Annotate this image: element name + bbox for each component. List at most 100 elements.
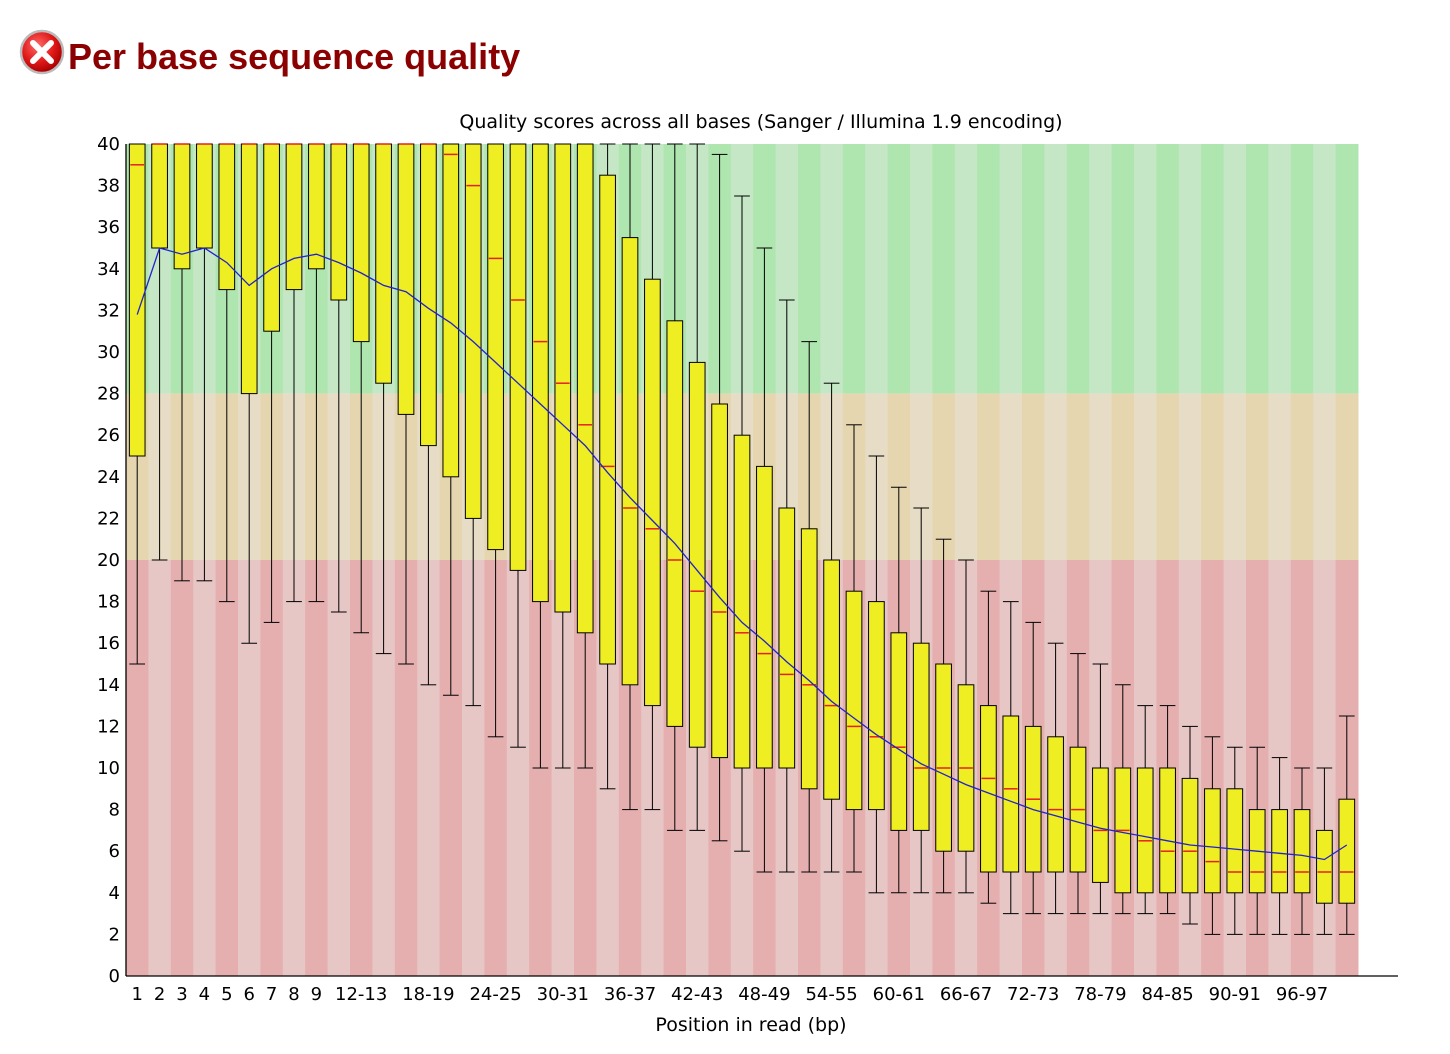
x-tick-label: 8 [288,984,299,1005]
band-poor [193,560,217,976]
box-position-6 [240,143,258,644]
x-tick-label: 42-43 [671,984,723,1005]
band-good [1134,144,1157,394]
box-iqr [733,434,751,769]
box-iqr [935,663,952,852]
band-poor [215,560,239,976]
box-iqr [1136,767,1154,894]
box-position-3 [173,143,191,582]
box-iqr [151,143,168,249]
box-iqr [240,143,258,395]
y-tick-label: 0 [109,966,120,987]
band-warning [910,393,933,560]
box-position-28-29 [532,143,549,769]
box-position-64-65 [935,538,952,894]
box-iqr [800,528,818,790]
y-tick-label: 14 [97,675,120,696]
box-iqr [756,465,773,769]
box-position-86-87 [1181,725,1199,925]
band-good [1290,144,1314,394]
box-iqr [509,143,527,571]
y-tick-label: 10 [97,758,120,779]
band-poor [238,560,261,976]
band-good [1223,144,1247,394]
x-tick-label: 78-79 [1074,984,1126,1005]
band-poor [327,560,351,976]
band-good [932,144,956,394]
band-warning [1022,393,1045,560]
x-tick-label: 7 [266,984,277,1005]
box-iqr [666,320,684,727]
band-good [1268,144,1292,394]
box-position-30-31 [554,143,572,769]
band-warning [1246,393,1269,560]
box-position-46-47 [733,195,751,852]
y-tick-label: 30 [97,342,120,363]
band-warning [932,393,956,560]
box-position-76-77 [1069,653,1087,915]
box-iqr [420,143,437,447]
box-position-5 [218,143,236,603]
x-tick-label: 1 [131,984,142,1005]
box-iqr [1204,788,1221,894]
box-iqr [285,143,303,291]
band-good [1156,144,1180,394]
box-position-9 [308,143,325,603]
box-position-72-73 [1024,621,1042,915]
x-tick-label: 12-13 [335,984,387,1005]
y-tick-label: 38 [97,176,120,197]
band-poor [260,560,284,976]
box-position-7 [263,143,280,623]
band-poor [484,560,508,976]
box-position-100 [1338,715,1356,935]
box-iqr [173,143,191,270]
band-warning [1066,393,1090,560]
y-tick-label: 6 [109,841,120,862]
band-warning [887,393,911,560]
band-good [910,144,933,394]
band-warning [1313,393,1337,560]
band-good [1066,144,1090,394]
band-warning [999,393,1023,560]
mean-line [136,247,1348,861]
box-position-66-67 [957,559,975,894]
box-position-36-37 [621,143,639,811]
box-position-48-49 [756,247,773,873]
y-tick-label: 22 [97,508,120,529]
band-warning [977,393,1001,560]
box-iqr [980,705,997,873]
box-position-62-63 [912,507,930,894]
y-tick-label: 24 [97,467,120,488]
box-position-26-27 [509,143,527,748]
box-position-68-69 [980,590,997,904]
page-title: Per base sequence quality [68,36,521,77]
band-poor [439,560,463,976]
box-iqr [599,174,616,665]
band-poor [350,560,373,976]
box-iqr [196,143,213,249]
y-tick-label: 40 [97,134,120,155]
box-position-40-41 [666,143,684,831]
x-tick-label: 96-97 [1276,984,1328,1005]
box-position-32-33 [576,143,594,769]
box-iqr [1293,809,1311,894]
x-tick-label: 2 [154,984,165,1005]
x-tick-label: 4 [199,984,210,1005]
x-tick-label: 48-49 [738,984,790,1005]
box-position-42-43 [688,143,706,831]
band-warning [1178,393,1202,560]
box-position-22-23 [464,143,482,707]
band-warning [954,393,978,560]
box-iqr [554,143,572,613]
box-iqr [868,601,885,811]
y-tick-label: 16 [97,633,120,654]
box-iqr [1338,798,1356,904]
box-iqr [1047,736,1064,873]
band-good [1022,144,1045,394]
fail-icon [19,29,65,75]
box-position-96-97 [1293,767,1311,935]
box-iqr [1316,829,1333,904]
band-poor [506,560,530,976]
box-iqr [330,143,348,301]
